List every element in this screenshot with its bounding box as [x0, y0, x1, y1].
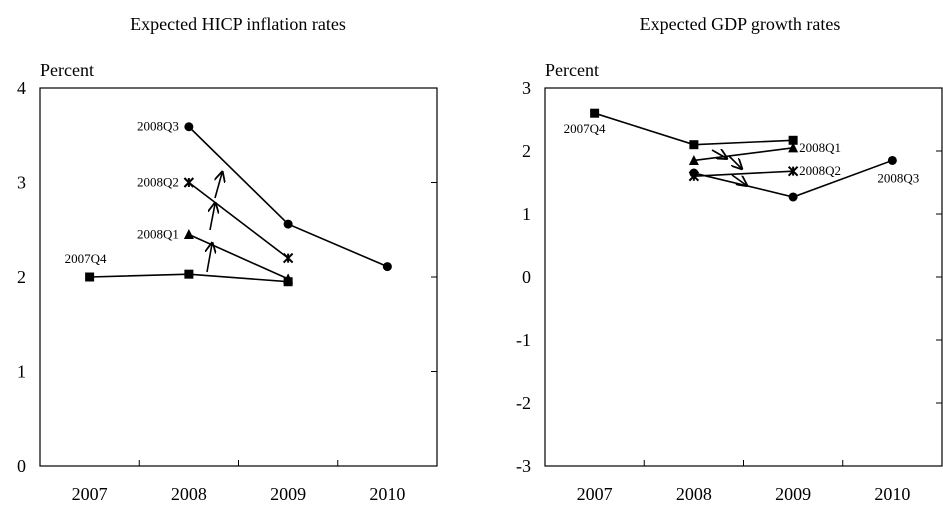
marker	[788, 192, 798, 202]
series-line	[188, 181, 289, 259]
arrows-left	[207, 173, 222, 273]
series-line	[188, 126, 388, 268]
marker	[283, 273, 294, 284]
arrow	[731, 174, 746, 185]
x-tick-label: 2007	[577, 484, 613, 504]
series-label: 2008Q2	[137, 175, 179, 190]
series-label: 2007Q4	[65, 251, 107, 266]
series-line	[693, 159, 893, 198]
series-label: 2008Q1	[799, 140, 841, 155]
x-tick-label: 2008	[676, 484, 712, 504]
y-tick-label: 4	[17, 78, 26, 98]
marker	[688, 154, 699, 165]
y-tick-label: -1	[516, 330, 531, 350]
y-tick-label: 0	[17, 456, 26, 476]
y-tick-label: 2	[522, 141, 531, 161]
marker	[382, 262, 392, 272]
y-axis-label: Percent	[40, 60, 94, 80]
marker	[184, 269, 194, 279]
marker	[183, 177, 195, 188]
marker	[787, 165, 799, 177]
marker	[689, 140, 699, 150]
series-line	[693, 147, 794, 162]
y-tick-label: 3	[522, 78, 531, 98]
marker	[689, 168, 699, 178]
series-label: 2008Q3	[877, 170, 919, 185]
marker	[184, 122, 194, 132]
chart-title: Expected HICP inflation rates	[130, 14, 346, 34]
series-line	[693, 170, 794, 177]
arrow	[210, 204, 215, 231]
marker	[283, 219, 293, 229]
arrow	[215, 173, 222, 199]
marker	[85, 272, 95, 282]
x-tick-label: 2010	[874, 484, 910, 504]
marker	[282, 252, 294, 264]
marker	[183, 228, 194, 239]
series-label: 2008Q1	[137, 226, 179, 241]
y-tick-label: 1	[17, 362, 26, 382]
y-tick-label: -3	[516, 456, 531, 476]
x-tick-label: 2009	[775, 484, 811, 504]
marker	[590, 108, 600, 118]
x-tick-label: 2007	[72, 484, 108, 504]
marker	[887, 155, 897, 165]
series-line	[188, 233, 289, 280]
marker	[788, 142, 799, 153]
x-tick-label: 2009	[270, 484, 306, 504]
y-axis-label: Percent	[545, 60, 599, 80]
plot-frame	[544, 87, 943, 467]
x-tick-label: 2010	[369, 484, 405, 504]
series-line	[594, 112, 794, 146]
series-label: 2008Q3	[137, 119, 179, 134]
y-tick-label: -2	[516, 393, 531, 413]
y-tick-label: 3	[17, 173, 26, 193]
marker	[788, 135, 798, 145]
arrow	[207, 244, 212, 273]
y-tick-label: 0	[522, 267, 531, 287]
arrow	[728, 155, 741, 168]
chart-title: Expected GDP growth rates	[640, 14, 841, 34]
y-tick-label: 2	[17, 267, 26, 287]
series-label: 2007Q4	[564, 121, 606, 136]
x-tick-label: 2008	[171, 484, 207, 504]
series-label: 2008Q2	[799, 163, 841, 178]
y-tick-label: 1	[522, 204, 531, 224]
